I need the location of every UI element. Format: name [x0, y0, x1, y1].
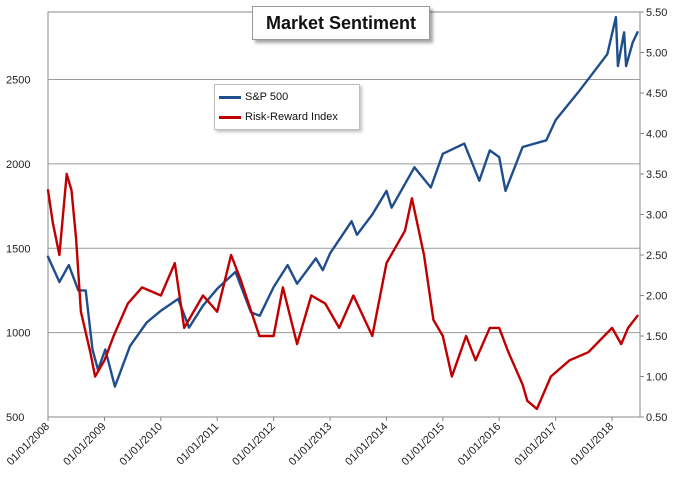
y-left-tick-label: 500 [6, 412, 24, 424]
legend-label-sp500: S&P 500 [245, 91, 289, 103]
y-right-tick-label: 0.50 [646, 412, 667, 424]
y-right-tick-label: 5.00 [646, 48, 667, 60]
x-tick-label: 01/01/2013 [287, 421, 334, 468]
x-tick-label: 01/01/2010 [118, 421, 165, 468]
x-tick-label: 01/01/2008 [5, 421, 52, 468]
y-right-tick-label: 2.50 [646, 250, 667, 262]
y-right-tick-label: 3.50 [646, 169, 667, 181]
x-tick-label: 01/01/2015 [400, 421, 447, 468]
legend-swatch-risk-reward [219, 115, 241, 119]
y-right-tick-label: 4.00 [646, 129, 667, 141]
x-tick-label: 01/01/2014 [343, 421, 390, 468]
y-right-tick-label: 5.50 [646, 7, 667, 19]
x-tick-label: 01/01/2012 [230, 421, 277, 468]
y-right-tick-label: 4.50 [646, 88, 667, 100]
y-left-tick-label: 1000 [6, 328, 30, 340]
legend-item-risk-reward: Risk-Reward Index [219, 109, 338, 125]
y-right-tick-label: 1.50 [646, 331, 667, 343]
plot-frame [47, 11, 641, 418]
chart-legend: S&P 500 Risk-Reward Index [214, 84, 360, 130]
y-left-tick-label: 2000 [6, 159, 30, 171]
series-line-risk-reward-index [46, 172, 639, 411]
series-line-s-p-500 [46, 15, 639, 388]
x-tick-label: 01/01/2018 [569, 421, 616, 468]
x-tick-label: 01/01/2017 [512, 421, 559, 468]
y-left-tick-label: 1500 [6, 243, 30, 255]
chart-title: Market Sentiment [252, 6, 430, 40]
y-right-tick-label: 1.00 [646, 372, 667, 384]
x-tick-label: 01/01/2011 [175, 421, 222, 468]
y-right-tick-label: 2.00 [646, 291, 667, 303]
x-tick-label: 01/01/2009 [61, 421, 108, 468]
legend-item-sp500: S&P 500 [219, 89, 288, 105]
legend-label-risk-reward: Risk-Reward Index [245, 111, 338, 123]
legend-swatch-sp500 [219, 95, 241, 99]
x-tick-label: 01/01/2016 [456, 421, 503, 468]
y-right-tick-label: 3.00 [646, 210, 667, 222]
y-left-tick-label: 2500 [6, 75, 30, 87]
